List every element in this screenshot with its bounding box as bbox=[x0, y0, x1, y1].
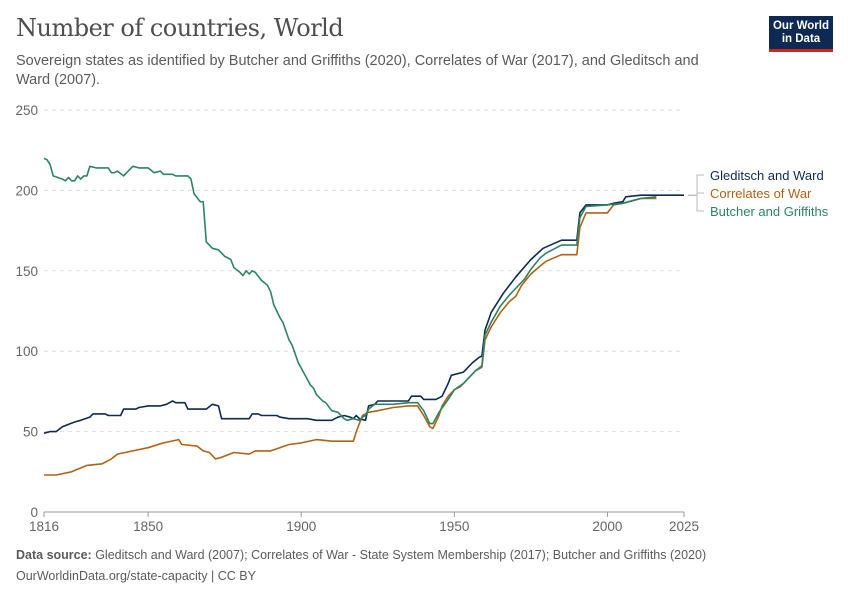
x-tick-label: 1816 bbox=[29, 519, 59, 534]
series-line-correlates-of-war bbox=[44, 197, 657, 476]
footer-link[interactable]: OurWorldinData.org/state-capacity | CC B… bbox=[16, 569, 256, 583]
legend-connector bbox=[688, 194, 704, 212]
series-line-butcher-and-griffiths bbox=[43, 157, 657, 425]
legend-label: Butcher and Griffiths bbox=[710, 204, 829, 219]
chart-subtitle: Sovereign states as identified by Butche… bbox=[16, 53, 699, 88]
x-tick-label: 1850 bbox=[133, 519, 163, 534]
owid-logo[interactable]: Our World in Data bbox=[769, 16, 833, 52]
logo-line1: Our World bbox=[772, 20, 829, 32]
series-line-gleditsch-and-ward bbox=[43, 194, 684, 434]
y-tick-label: 100 bbox=[15, 344, 38, 359]
chart-title: Number of countries, World bbox=[16, 14, 344, 42]
legend-label: Gleditsch and Ward bbox=[710, 168, 824, 183]
legend-connector bbox=[688, 174, 704, 196]
logo-line2: in Data bbox=[781, 33, 821, 45]
y-tick-label: 150 bbox=[15, 264, 38, 279]
x-tick-label: 2025 bbox=[669, 519, 699, 534]
data-source: Data source: Gleditsch and Ward (2007); … bbox=[16, 548, 706, 562]
source-text: Gleditsch and Ward (2007); Correlates of… bbox=[91, 548, 707, 562]
y-tick-label: 50 bbox=[23, 425, 38, 440]
source-label: Data source: bbox=[16, 548, 92, 562]
x-tick-label: 1900 bbox=[286, 519, 316, 534]
legend-label: Correlates of War bbox=[710, 186, 812, 201]
x-tick-label: 2000 bbox=[592, 519, 622, 534]
y-tick-label: 200 bbox=[15, 183, 38, 198]
y-tick-label: 0 bbox=[30, 505, 38, 520]
x-tick-label: 1950 bbox=[439, 519, 469, 534]
y-tick-label: 250 bbox=[15, 103, 38, 118]
